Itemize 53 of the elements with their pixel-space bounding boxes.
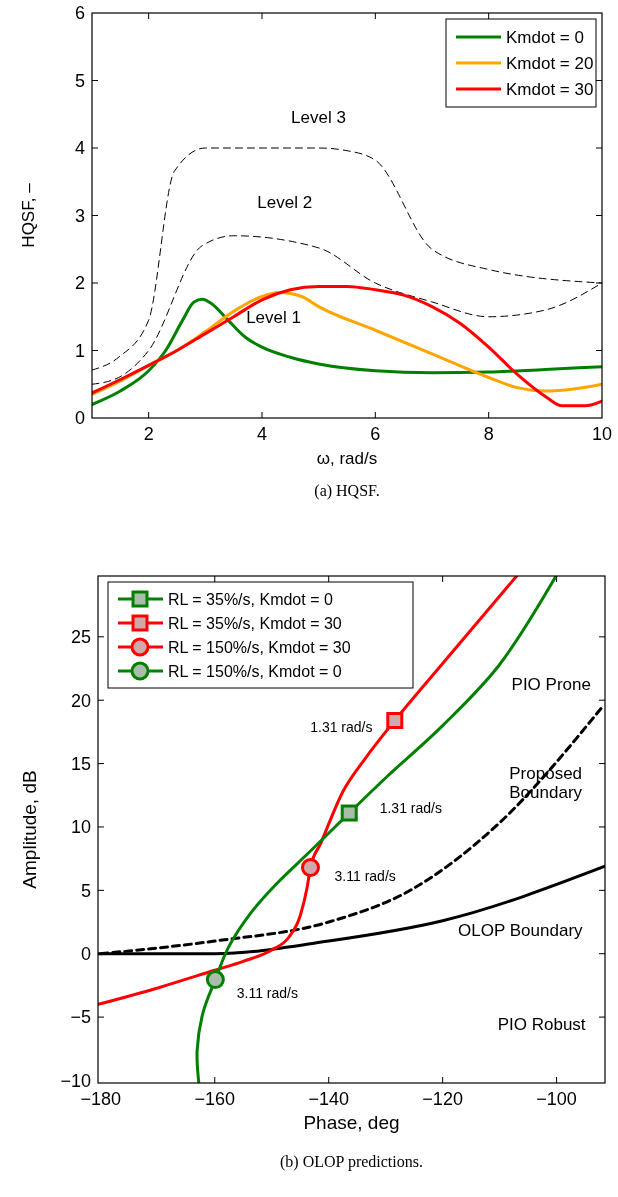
annotation: 3.11 rad/s [334, 868, 396, 885]
legend-label: RL = 150%/s, Kmdot = 0 [168, 662, 342, 680]
y-tick-label: −5 [70, 1007, 91, 1028]
y-tick-label: 0 [80, 944, 91, 965]
y-tick-label: 1 [74, 340, 85, 361]
x-tick-label: −180 [80, 1089, 122, 1109]
y-tick-label: −10 [60, 1070, 91, 1091]
x-tick-label: −160 [194, 1089, 236, 1109]
legend-label: Kmdot = 0 [506, 27, 584, 47]
point [205, 970, 225, 990]
x-tick-label: −120 [422, 1089, 463, 1109]
annotation: Level 1 [246, 307, 301, 327]
annotation: PIO Robust [497, 1015, 586, 1035]
annotation: Level 2 [257, 193, 313, 213]
x-tick-label: −140 [308, 1089, 349, 1109]
y-tick-label: 6 [74, 3, 85, 24]
point [386, 712, 404, 729]
annotation: 1.31 rad/s [379, 799, 442, 816]
annotation: PIO Prone [511, 674, 591, 694]
legend-label: Kmdot = 20 [506, 53, 594, 73]
point [300, 858, 320, 878]
legend-label: RL = 35%/s, Kmdot = 0 [168, 590, 333, 608]
y-tick-label: 3 [74, 205, 85, 226]
point [340, 804, 358, 822]
annotation: 3.11 rad/s [236, 984, 298, 1001]
x-tick-label: 8 [483, 424, 494, 444]
annotation: OLOP Boundary [458, 921, 584, 941]
x-axis-title: ω, rad/s [316, 449, 378, 468]
x-tick-label: 4 [256, 424, 268, 444]
text: (b) OLOP predictions. [280, 1153, 423, 1171]
y-tick-label: 2 [74, 273, 85, 294]
text: (a) HQSF. [314, 482, 380, 500]
legend-label: Kmdot = 30 [506, 79, 594, 99]
annotation: Level 3 [291, 108, 346, 128]
y-tick-label: 25 [70, 627, 91, 648]
y-tick-label: 4 [74, 138, 85, 159]
y-tick-label: 10 [70, 817, 91, 838]
y-axis-title: HQSF, – [19, 182, 38, 248]
y-tick-label: 20 [70, 690, 91, 711]
legend-label: RL = 150%/s, Kmdot = 30 [168, 638, 351, 656]
annotation: 1.31 rad/s [310, 719, 373, 736]
x-tick-label: 2 [143, 424, 154, 444]
annotation: Proposed Boundary [509, 763, 583, 803]
y-tick-label: 0 [74, 408, 85, 429]
y-axis-title: Amplitude, dB [19, 770, 40, 889]
legend-label: RL = 35%/s, Kmdot = 30 [168, 614, 342, 632]
y-tick-label: 5 [74, 70, 85, 91]
x-tick-label: 6 [370, 424, 381, 444]
x-tick-label: −100 [536, 1089, 577, 1109]
x-axis-title: Phase, deg [303, 1112, 400, 1133]
y-tick-label: 5 [80, 880, 91, 901]
y-tick-label: 15 [70, 753, 91, 774]
x-tick-label: 10 [591, 424, 613, 444]
